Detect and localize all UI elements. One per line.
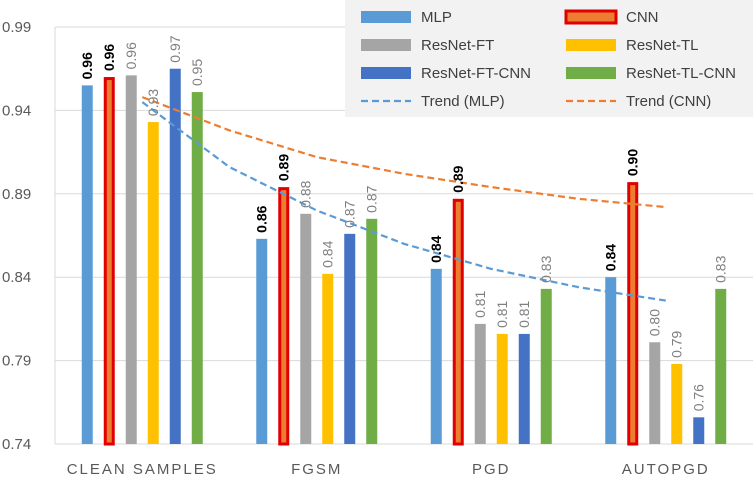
data-label: 0.76 [691, 384, 707, 411]
y-tick-label: 0.94 [2, 102, 31, 119]
y-tick-label: 0.74 [2, 436, 31, 453]
bar-resnet-ft-cnn-fgsm [344, 233, 356, 444]
y-tick-label: 0.84 [2, 269, 31, 286]
bar-mlp-pgd [430, 268, 442, 444]
data-label: 0.81 [516, 300, 532, 327]
data-label: 0.97 [167, 35, 183, 62]
bar-resnet-tl-cnn-pgd [540, 288, 552, 444]
legend-swatch-resnet-ft [361, 39, 411, 51]
y-tick-label: 0.79 [2, 353, 31, 370]
legend-swatch-resnet-tl-cnn [566, 67, 616, 79]
bar-cnn-autopgd [627, 182, 639, 446]
data-labels: 0.96 0.86 0.84 0.84 0.96 0.89 0.89 0.90 0.96 0.88… [79, 35, 729, 411]
y-tick-label: 0.89 [2, 186, 31, 203]
trend-line-trend-mlp [141, 101, 666, 302]
data-label: 0.79 [669, 330, 685, 357]
data-label: 0.84 [428, 235, 444, 262]
data-label: 0.95 [189, 59, 205, 86]
bar-resnet-ft-fgsm [300, 213, 312, 444]
bar-resnet-ft-clean-samples [125, 75, 137, 444]
data-label: 0.83 [713, 255, 729, 282]
trend-line-trend-cnn [141, 96, 666, 209]
x-tick-label: PGD [472, 461, 511, 478]
legend-label-cnn: CNN [626, 9, 659, 26]
data-label: 0.88 [298, 180, 314, 207]
trend-lines [141, 96, 666, 302]
legend-label-trend-mlp: Trend (MLP) [421, 93, 505, 110]
legend-swatch-resnet-tl [566, 39, 616, 51]
axes: 0.74 0.79 0.84 0.89 0.94 0.99 CLEAN SAMPLES FGS… [2, 19, 710, 478]
data-label: 0.83 [538, 255, 554, 282]
bar-resnet-tl-cnn-autopgd [715, 288, 727, 444]
data-label: 0.93 [145, 89, 161, 116]
data-label: 0.89 [450, 165, 466, 192]
data-label: 0.84 [320, 240, 336, 267]
x-tick-label: AUTOPGD [622, 461, 710, 478]
data-label: 0.81 [494, 300, 510, 327]
bar-cnn-pgd [452, 198, 464, 446]
legend-label-resnet-tl-cnn: ResNet-TL-CNN [626, 65, 736, 82]
data-label: 0.96 [79, 52, 95, 79]
data-label: 0.96 [101, 44, 117, 71]
legend-label-trend-cnn: Trend (CNN) [626, 93, 711, 110]
bar-cnn-clean-samples [103, 77, 115, 446]
bar-resnet-ft-pgd [474, 323, 486, 444]
bar-resnet-tl-autopgd [671, 363, 683, 444]
bar-resnet-ft-cnn-autopgd [693, 417, 705, 444]
x-tick-label: FGSM [291, 461, 342, 478]
bar-resnet-ft-cnn-clean-samples [169, 68, 181, 444]
data-label: 0.87 [342, 200, 358, 227]
legend-swatch-cnn [564, 9, 618, 25]
legend-label-resnet-ft: ResNet-FT [421, 37, 494, 54]
legend-swatch-mlp [361, 11, 411, 23]
y-tick-label: 0.99 [2, 19, 31, 36]
bar-resnet-tl-pgd [496, 333, 508, 444]
bars [81, 68, 727, 446]
data-label: 0.81 [472, 290, 488, 317]
legend: MLP CNN ResNet-FT ResNet-TL ResNet-FT-CNN Res… [345, 0, 753, 117]
data-label: 0.89 [276, 154, 292, 181]
bar-mlp-clean-samples [81, 85, 93, 444]
data-label: 0.84 [603, 244, 619, 271]
data-label: 0.80 [647, 309, 663, 336]
legend-label-mlp: MLP [421, 9, 452, 26]
bar-resnet-tl-clean-samples [147, 122, 159, 445]
bar-resnet-ft-cnn-pgd [518, 333, 530, 444]
bar-mlp-autopgd [605, 277, 617, 444]
bar-mlp-fgsm [256, 238, 268, 444]
bar-resnet-ft-autopgd [649, 342, 661, 444]
bar-resnet-tl-cnn-clean-samples [191, 92, 203, 444]
legend-box [345, 0, 753, 117]
bar-resnet-tl-cnn-fgsm [366, 218, 378, 444]
data-label: 0.96 [123, 42, 139, 69]
legend-swatch-resnet-ft-cnn [361, 67, 411, 79]
data-label: 0.86 [254, 205, 270, 232]
legend-label-resnet-ft-cnn: ResNet-FT-CNN [421, 65, 531, 82]
bar-resnet-tl-fgsm [322, 273, 334, 444]
data-label: 0.90 [625, 149, 641, 176]
legend-label-resnet-tl: ResNet-TL [626, 37, 699, 54]
x-tick-label: CLEAN SAMPLES [67, 461, 218, 478]
data-label: 0.87 [364, 185, 380, 212]
bar-cnn-fgsm [278, 187, 290, 446]
